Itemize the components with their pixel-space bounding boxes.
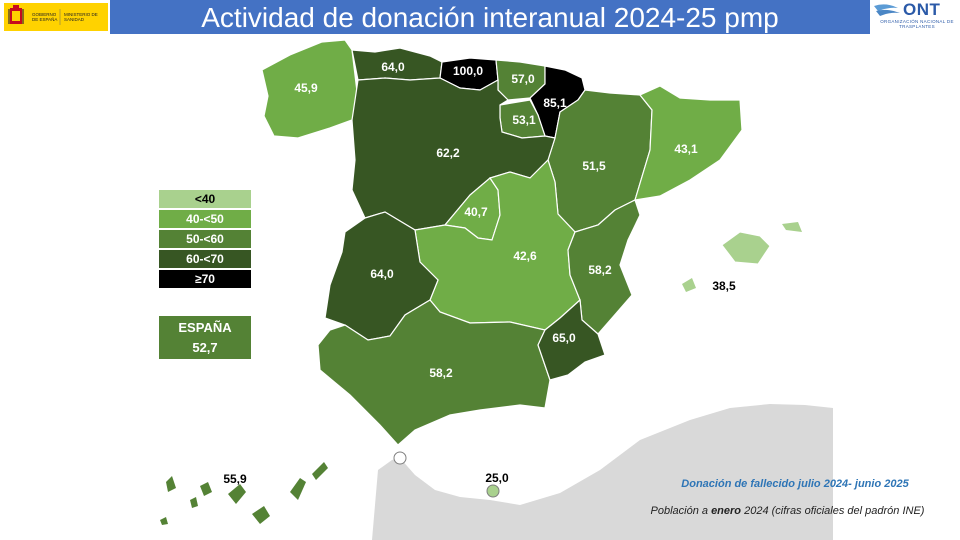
ont-acronym: ONT bbox=[903, 0, 941, 19]
region-cataluna[interactable] bbox=[634, 85, 743, 201]
region-murcia[interactable] bbox=[537, 298, 606, 381]
population-suffix: 2024 (cifras oficiales del padrón INE) bbox=[741, 505, 925, 517]
region-andalucia[interactable] bbox=[317, 299, 551, 446]
ont-logo bbox=[872, 0, 960, 34]
label-valencia: 58,2 bbox=[588, 263, 612, 277]
legend-item-lt40: <40 bbox=[159, 190, 251, 208]
spain-total-box: ESPAÑA 52,7 bbox=[159, 316, 251, 359]
page-title: Actividad de donación interanual 2024-25… bbox=[201, 2, 779, 33]
header: Actividad de donación interanual 2024-25… bbox=[0, 0, 960, 34]
coat-of-arms-icon bbox=[4, 3, 108, 31]
region-baleares[interactable] bbox=[721, 231, 771, 265]
label-cataluna: 43,1 bbox=[674, 142, 698, 156]
population-prefix: Población a bbox=[650, 505, 712, 517]
spain-total-value: 52,7 bbox=[192, 340, 218, 355]
population-bold: enero bbox=[711, 505, 742, 517]
gobierno-logo: GOBIERNO DE ESPAÑA MINISTERIO DE SANIDAD bbox=[4, 3, 108, 31]
label-extremadura: 64,0 bbox=[370, 267, 394, 281]
region-melilla[interactable] bbox=[486, 484, 500, 498]
region-baleares-ibiza[interactable] bbox=[682, 278, 696, 292]
label-castilla-la-mancha: 42,6 bbox=[513, 249, 537, 263]
region-canarias[interactable] bbox=[160, 462, 328, 525]
label-aragon: 51,5 bbox=[582, 159, 606, 173]
label-navarra: 85,1 bbox=[543, 96, 567, 110]
label-baleares: 38,5 bbox=[712, 279, 736, 293]
population-note: Población a enero 2024 (cifras oficiales… bbox=[620, 505, 955, 517]
region-baleares-menorca[interactable] bbox=[782, 222, 802, 232]
label-canarias: 55,9 bbox=[223, 472, 247, 486]
africa-shape bbox=[372, 404, 833, 540]
spain-total-label: ESPAÑA bbox=[178, 320, 232, 335]
label-ceuta-melilla: 25,0 bbox=[485, 471, 509, 485]
region-valencia[interactable] bbox=[567, 199, 641, 335]
region-ceuta[interactable] bbox=[393, 451, 407, 465]
label-madrid: 40,7 bbox=[464, 205, 488, 219]
legend: <40 40-<50 50-<60 60-<70 ≥70 bbox=[159, 190, 251, 290]
label-murcia: 65,0 bbox=[552, 331, 576, 345]
legend-item-40-50: 40-<50 bbox=[159, 210, 251, 228]
title-bar bbox=[110, 0, 870, 34]
label-galicia: 45,9 bbox=[294, 81, 318, 95]
label-castilla-leon: 62,2 bbox=[436, 146, 460, 160]
ont-subtitle: ORGANIZACIÓN NACIONAL DE TRASPLANTES bbox=[880, 19, 954, 29]
gobierno-text: GOBIERNO DE ESPAÑA bbox=[32, 12, 58, 22]
ont-wings-icon bbox=[872, 0, 960, 34]
legend-item-gte70: ≥70 bbox=[159, 270, 251, 288]
period-note: Donación de fallecido julio 2024- junio … bbox=[681, 478, 909, 490]
label-pais-vasco: 57,0 bbox=[511, 72, 535, 86]
label-asturias: 64,0 bbox=[381, 60, 405, 74]
label-la-rioja: 53,1 bbox=[512, 113, 536, 127]
label-cantabria: 100,0 bbox=[453, 64, 483, 78]
legend-item-60-70: 60-<70 bbox=[159, 250, 251, 268]
ministerio-text: MINISTERIO DE SANIDAD bbox=[64, 12, 98, 22]
legend-item-50-60: 50-<60 bbox=[159, 230, 251, 248]
label-andalucia: 58,2 bbox=[429, 366, 453, 380]
